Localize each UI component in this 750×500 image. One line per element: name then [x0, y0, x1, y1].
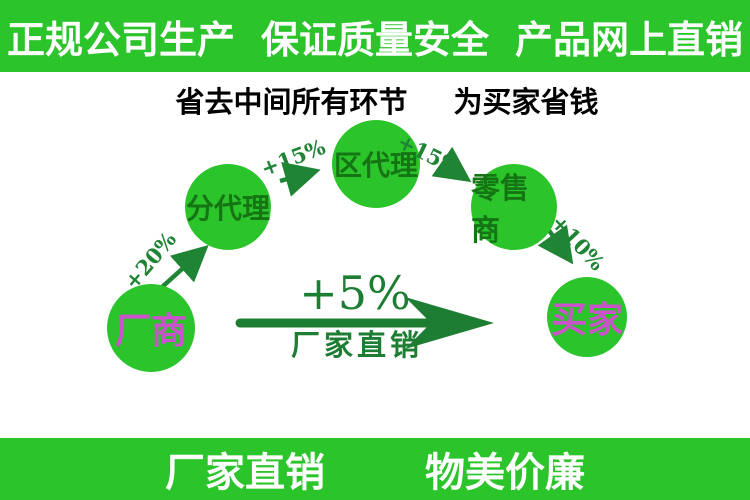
subtitle-phrase-1: 省去中间所有环节	[175, 87, 408, 119]
arrow-manufacturer-to-subagent	[159, 244, 209, 290]
node-buyer-label: 买家	[550, 299, 623, 340]
top-banner-phrase-2: 保证质量安全	[260, 19, 489, 62]
node-buyer: 买家	[547, 277, 627, 357]
node-sub-agent-label: 分代理	[185, 193, 270, 224]
direct-sale-percent: +5%	[299, 266, 411, 320]
node-district-agent: 区代理	[332, 120, 420, 208]
top-banner: 正规公司生产 保证质量安全 产品网上直销	[0, 0, 750, 72]
direct-sale-caption: 厂家直销	[290, 328, 423, 362]
direct-sale-arrow	[235, 297, 494, 349]
node-retailer: 零售商	[471, 164, 557, 250]
node-district-agent-label: 区代理	[333, 150, 418, 181]
node-manufacturer: 厂商	[107, 284, 195, 372]
bottom-banner-phrase-2: 物美价廉	[425, 451, 585, 495]
bottom-banner: 厂家直销 物美价廉	[0, 438, 750, 500]
bottom-banner-phrase-1: 厂家直销	[165, 451, 325, 495]
arrow-district-to-retailer	[431, 146, 472, 183]
node-sub-agent: 分代理	[185, 164, 271, 250]
top-banner-phrase-3: 产品网上直销	[515, 19, 744, 62]
node-manufacturer-label: 厂商	[114, 310, 187, 351]
arrow-subagent-to-district	[279, 161, 321, 197]
top-banner-phrase-1: 正规公司生产	[6, 19, 235, 62]
subtitle-phrase-2: 为买家省钱	[453, 87, 599, 119]
subtitle: 省去中间所有环节 为买家省钱	[12, 79, 750, 121]
node-retailer-label: 零售商	[471, 173, 530, 247]
arrow-retailer-to-buyer	[537, 224, 574, 265]
